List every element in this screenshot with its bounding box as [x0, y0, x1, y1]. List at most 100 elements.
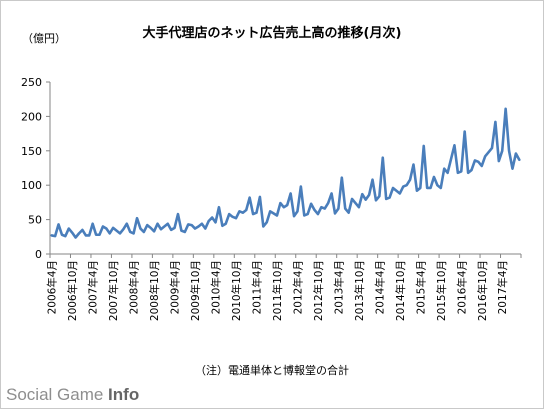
- data-point: [119, 232, 121, 235]
- x-tick-label: 2006年4月: [46, 260, 59, 314]
- x-tick-label: 2007年10月: [107, 260, 120, 321]
- data-point: [487, 151, 490, 154]
- data-point: [81, 229, 84, 231]
- data-point: [84, 234, 87, 237]
- x-tick-label: 2008年10月: [148, 260, 161, 321]
- y-tick-label: 100: [21, 179, 42, 192]
- x-tick-label: 2006年10月: [66, 260, 79, 321]
- y-tick-label: 0: [35, 248, 42, 261]
- data-point: [50, 234, 53, 237]
- data-point: [122, 228, 125, 231]
- data-point: [190, 224, 193, 227]
- data-point: [129, 231, 132, 233]
- data-point: [125, 222, 128, 225]
- x-tick-label: 2010年4月: [210, 260, 223, 314]
- data-point: [259, 195, 261, 198]
- data-point: [221, 224, 224, 227]
- data-point: [282, 206, 285, 209]
- data-point: [446, 171, 449, 174]
- data-point: [460, 170, 463, 173]
- data-point: [354, 202, 357, 204]
- data-point: [344, 207, 347, 210]
- data-point: [54, 235, 57, 238]
- data-point: [310, 202, 312, 205]
- y-tick-label: 250: [21, 76, 42, 89]
- x-tick-label: 2010年10月: [230, 260, 243, 321]
- data-point: [456, 171, 459, 174]
- data-point: [467, 171, 469, 174]
- data-point: [443, 167, 446, 170]
- data-point: [112, 226, 115, 229]
- data-point: [296, 210, 299, 213]
- data-point: [405, 184, 408, 187]
- data-point: [480, 165, 483, 167]
- x-tick-label: 2007年4月: [87, 260, 100, 314]
- data-point: [450, 158, 452, 160]
- footnote: （注）電通単体と博報堂の合計: [195, 364, 349, 377]
- data-point: [183, 231, 186, 233]
- series-line: [50, 107, 521, 239]
- data-point: [388, 196, 391, 199]
- data-point: [95, 233, 97, 236]
- data-point: [392, 187, 394, 189]
- data-point: [214, 221, 217, 224]
- data-point: [375, 199, 377, 202]
- y-unit-label: （億円）: [22, 32, 66, 45]
- data-point: [381, 156, 384, 159]
- data-point: [255, 211, 258, 214]
- data-point: [197, 225, 200, 228]
- data-point: [289, 192, 292, 195]
- x-tick-label: 2013年4月: [332, 260, 345, 314]
- data-point: [474, 159, 476, 162]
- data-point: [57, 223, 60, 226]
- data-point: [317, 213, 319, 215]
- data-point: [231, 215, 234, 218]
- data-point: [252, 213, 254, 215]
- data-point: [262, 225, 265, 228]
- data-point: [61, 233, 63, 236]
- x-tick-label: 2008年4月: [128, 260, 141, 314]
- data-point: [463, 130, 466, 133]
- data-point: [409, 178, 411, 181]
- x-tick-label: 2014年10月: [394, 260, 407, 321]
- data-point: [412, 163, 415, 166]
- data-point: [361, 193, 364, 196]
- data-point: [173, 226, 176, 229]
- data-point: [477, 160, 480, 163]
- data-point: [416, 189, 418, 192]
- data-point: [166, 222, 169, 225]
- data-point: [334, 212, 336, 215]
- data-point: [269, 210, 272, 213]
- data-point: [200, 222, 203, 225]
- data-point: [115, 229, 118, 232]
- data-point: [272, 212, 275, 215]
- x-tick-label: 2009年10月: [189, 260, 202, 321]
- data-point: [470, 169, 473, 171]
- data-point: [98, 233, 101, 236]
- data-point: [357, 206, 360, 209]
- data-point: [74, 236, 77, 239]
- data-point: [238, 210, 241, 213]
- data-point: [323, 207, 326, 210]
- logo-text-info: Info: [108, 385, 140, 404]
- data-point: [306, 213, 309, 215]
- data-point: [293, 215, 295, 218]
- x-tick-label: 2015年4月: [414, 260, 427, 314]
- x-tick-label: 2016年4月: [455, 260, 468, 314]
- site-logo: Social Game Info: [6, 385, 139, 405]
- data-point: [241, 211, 244, 214]
- data-point: [419, 187, 422, 189]
- data-point: [518, 158, 521, 161]
- data-point: [330, 192, 333, 195]
- data-point: [194, 227, 196, 230]
- x-tick-label: 2015年10月: [435, 260, 448, 321]
- data-point: [385, 198, 388, 200]
- data-point: [156, 222, 159, 225]
- data-point: [108, 232, 111, 235]
- data-point: [218, 206, 220, 209]
- data-point: [433, 176, 435, 178]
- data-point: [71, 231, 74, 234]
- data-point: [149, 226, 152, 229]
- data-point: [501, 149, 504, 152]
